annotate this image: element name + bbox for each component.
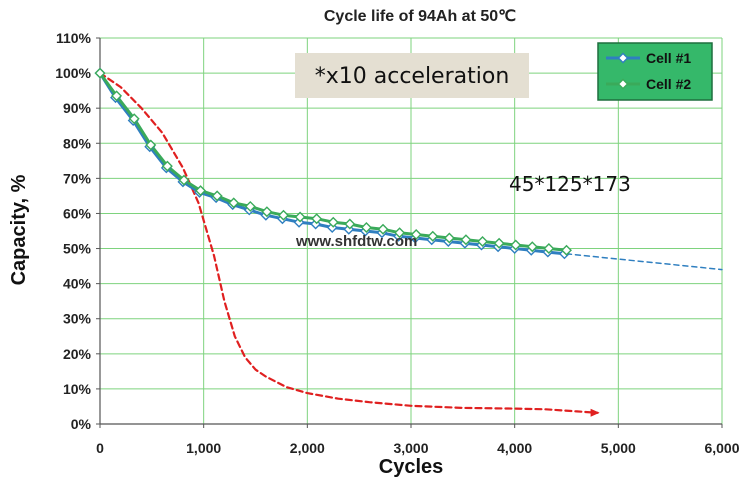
reference-curve-line [98,71,599,414]
acceleration-note: *x10 acceleration [295,53,529,98]
x-tick-label: 5,000 [601,440,636,456]
x-tick-label: 3,000 [393,440,428,456]
cell-2-point [510,239,522,251]
y-tick-label: 110% [56,30,92,46]
cell-2-point [161,160,173,172]
cell-2-point [211,190,223,202]
cell-2-point [493,237,505,249]
y-tick-label: 60% [63,205,92,221]
legend-box [597,42,713,101]
legend-label-cell-1: Cell #1 [646,50,691,66]
y-tick-label: 50% [63,241,92,257]
x-tick-label: 1,000 [186,440,221,456]
legend-label-cell-2: Cell #2 [646,76,691,92]
chart-legend: Cell #1 Cell #2 [597,42,713,101]
y-axis-ticks: 0% 10% 20% 30% 40% 50% 60% 70% 80% 90% 100% 110% [55,30,100,432]
watermark-text: www.shfdtw.com [295,233,417,250]
plot-grid [100,37,723,424]
cell-2-point [394,227,406,239]
legend-swatch-marker [617,52,629,64]
reference-curve-arrowhead [590,408,600,417]
cell-2-point [526,241,538,253]
cell-2-point [377,223,389,235]
cell-2-point [344,218,356,230]
y-tick-label: 80% [63,135,92,151]
cell-2-point [278,209,289,221]
x-axis-ticks: 0 1,000 2,000 3,000 4,000 5,000 6,000 [96,424,740,456]
cell-2-point [460,234,472,246]
legend-swatch-marker [617,78,629,90]
y-tick-label: 10% [63,381,92,397]
cell-2-point [360,222,372,233]
cell-2-point [145,139,157,151]
cell-dimensions-label: 45*125*173 [509,172,631,196]
y-tick-label: 0% [71,416,92,432]
x-tick-label: 4,000 [497,440,532,456]
cell-2-point [543,243,555,255]
cell-2-point [244,200,256,212]
cell-2-point [94,67,106,79]
y-tick-label: 30% [63,311,92,327]
cell-2-point [294,211,306,223]
cell-2-point [178,174,190,186]
cell-2-point [111,90,123,102]
y-tick-label: 40% [63,276,92,292]
cell-2-point [561,244,572,256]
cell-2-point [443,232,455,244]
cell-2-point [410,229,422,240]
y-axis-label: Capacity, % [8,174,30,285]
x-tick-label: 2,000 [290,440,325,456]
x-tick-label: 0 [96,440,104,456]
y-tick-label: 20% [63,346,92,362]
cell-2-point [327,216,339,228]
cell-1-extrapolation-line [565,253,723,271]
series-layer [94,67,723,417]
cell-2-point [128,113,140,125]
cell-2-point [228,197,240,209]
cell-2-point [311,213,323,225]
y-tick-label: 70% [63,170,92,186]
chart-title: Cycle life of 94Ah at 50℃ [324,8,516,25]
cell-2-point [477,236,489,248]
cell-2-point [195,185,207,197]
acceleration-note-box [295,53,529,98]
y-tick-label: 90% [63,100,92,116]
cell-2-point [261,206,273,218]
x-axis-label: Cycles [379,456,444,478]
acceleration-note-text: *x10 acceleration [315,64,510,89]
cell-2-point [427,230,439,242]
y-tick-label: 100% [55,65,91,81]
x-tick-label: 6,000 [704,440,739,456]
cell-2-markers [94,67,572,256]
